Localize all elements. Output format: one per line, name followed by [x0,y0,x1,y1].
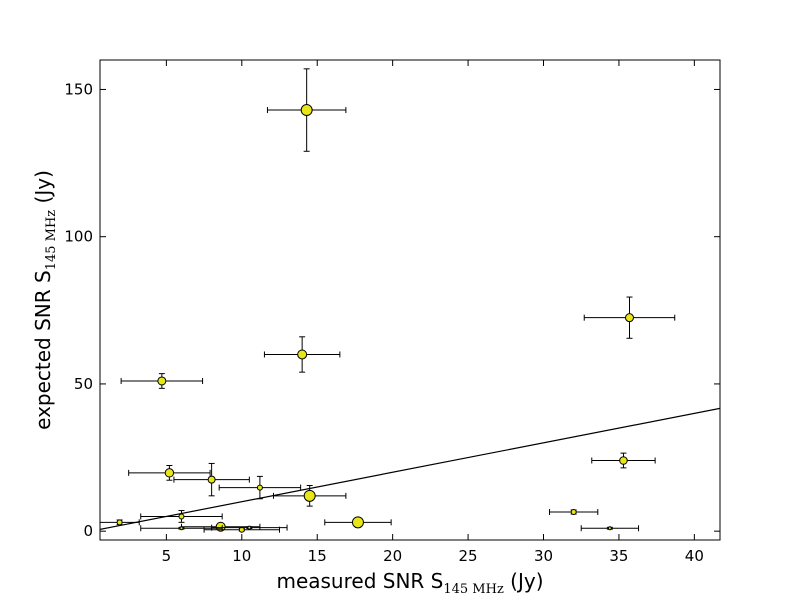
point-marker [303,489,316,502]
data-point [140,510,223,523]
x-tick-label: 30 [534,547,553,565]
data-point [218,475,302,500]
point-marker [256,484,263,491]
point-marker [570,509,577,516]
point-marker [116,519,123,526]
x-tick-label: 20 [383,547,402,565]
point-marker [179,526,184,531]
plot-frame [99,59,721,541]
x-axis-label-prefix: measured SNR S [276,569,443,593]
point-marker [619,456,628,465]
x-axis-label: measured SNR S145 MHz (Jy) [276,569,543,597]
point-marker [624,313,634,323]
data-point [173,462,250,497]
data-point [272,485,347,507]
data-point [263,336,341,373]
data-point [266,68,347,152]
point-marker [157,376,167,386]
x-tick-label: 15 [308,547,327,565]
point-marker [247,525,252,530]
x-tick-label: 10 [232,547,251,565]
data-point [580,525,640,532]
point-marker [607,526,612,531]
point-marker [297,349,308,360]
data-point [549,509,599,516]
x-tick-label: 5 [162,547,172,565]
x-axis-label-suffix: (Jy) [504,569,544,593]
data-point [140,525,223,532]
data-layer [100,68,720,533]
y-tick-label: 150 [64,80,93,98]
data-point [128,464,211,481]
x-axis-label-subscript: 145 MHz [443,582,504,597]
point-marker [178,513,185,520]
y-axis-label-subscript: 145 MHz [44,210,59,271]
data-point [583,296,676,339]
tick-layer: 5 10 15 20 25 30 35 40 0 50 100 150 [64,60,720,565]
x-tick-label: 40 [685,547,704,565]
y-tick-label: 100 [64,228,93,246]
point-marker [215,521,226,532]
data-point [591,452,656,469]
y-axis-label-suffix: (Jy) [31,170,55,210]
data-point [100,519,140,526]
data-point [203,526,281,533]
reference-line [100,407,720,530]
data-point [211,524,288,531]
x-tick-label: 25 [459,547,478,565]
point-marker [300,104,313,117]
y-tick-label: 0 [83,522,93,540]
point-marker [351,516,364,529]
data-point [324,516,392,529]
data-point [120,373,204,389]
point-marker [164,468,175,478]
y-axis-label-prefix: expected SNR S [31,270,55,430]
x-tick-label: 35 [609,547,628,565]
plot-area [100,68,720,533]
y-tick-label: 50 [74,375,93,393]
point-marker [207,475,216,484]
y-axis-label: expected SNR S145 MHz (Jy) [31,170,59,430]
